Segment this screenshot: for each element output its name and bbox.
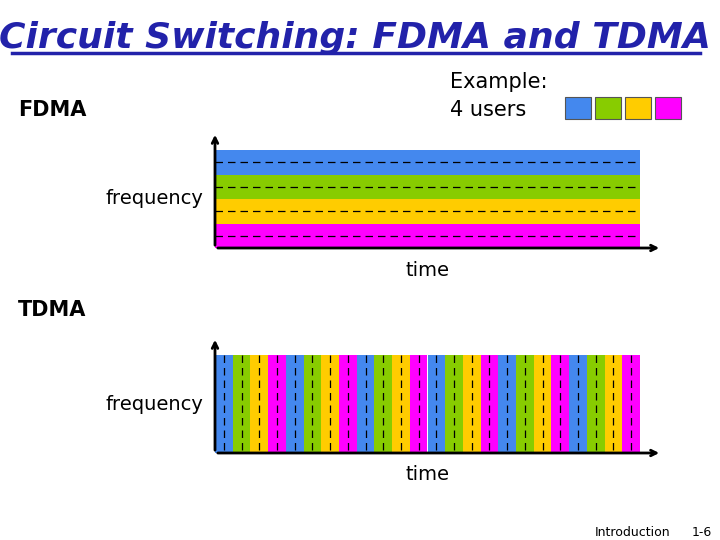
- Text: FDMA: FDMA: [18, 100, 86, 120]
- Bar: [445, 355, 463, 453]
- Bar: [215, 150, 640, 174]
- Text: TDMA: TDMA: [18, 300, 86, 320]
- Text: Circuit Switching: FDMA and TDMA: Circuit Switching: FDMA and TDMA: [0, 21, 711, 55]
- Text: 1-6: 1-6: [692, 525, 712, 538]
- Text: Example:: Example:: [450, 72, 547, 92]
- Text: Introduction: Introduction: [595, 525, 670, 538]
- Bar: [215, 174, 640, 199]
- Bar: [595, 97, 621, 119]
- Bar: [268, 355, 286, 453]
- Text: frequency: frequency: [105, 190, 203, 208]
- Bar: [552, 355, 570, 453]
- Bar: [570, 355, 587, 453]
- Bar: [215, 355, 233, 453]
- Text: 4 users: 4 users: [450, 100, 526, 120]
- Bar: [233, 355, 251, 453]
- Text: time: time: [405, 260, 449, 280]
- Bar: [356, 355, 374, 453]
- Bar: [481, 355, 498, 453]
- Bar: [428, 355, 445, 453]
- Bar: [498, 355, 516, 453]
- Bar: [374, 355, 392, 453]
- Bar: [392, 355, 410, 453]
- Bar: [339, 355, 356, 453]
- Bar: [587, 355, 605, 453]
- Bar: [286, 355, 304, 453]
- Bar: [321, 355, 339, 453]
- Text: time: time: [405, 465, 449, 484]
- Bar: [215, 224, 640, 248]
- Bar: [655, 97, 681, 119]
- Bar: [534, 355, 552, 453]
- Bar: [625, 97, 651, 119]
- Bar: [304, 355, 321, 453]
- Bar: [605, 355, 622, 453]
- Bar: [516, 355, 534, 453]
- Bar: [565, 97, 591, 119]
- Bar: [463, 355, 481, 453]
- Bar: [410, 355, 428, 453]
- Text: frequency: frequency: [105, 395, 203, 414]
- Bar: [622, 355, 640, 453]
- Bar: [215, 199, 640, 224]
- Bar: [251, 355, 268, 453]
